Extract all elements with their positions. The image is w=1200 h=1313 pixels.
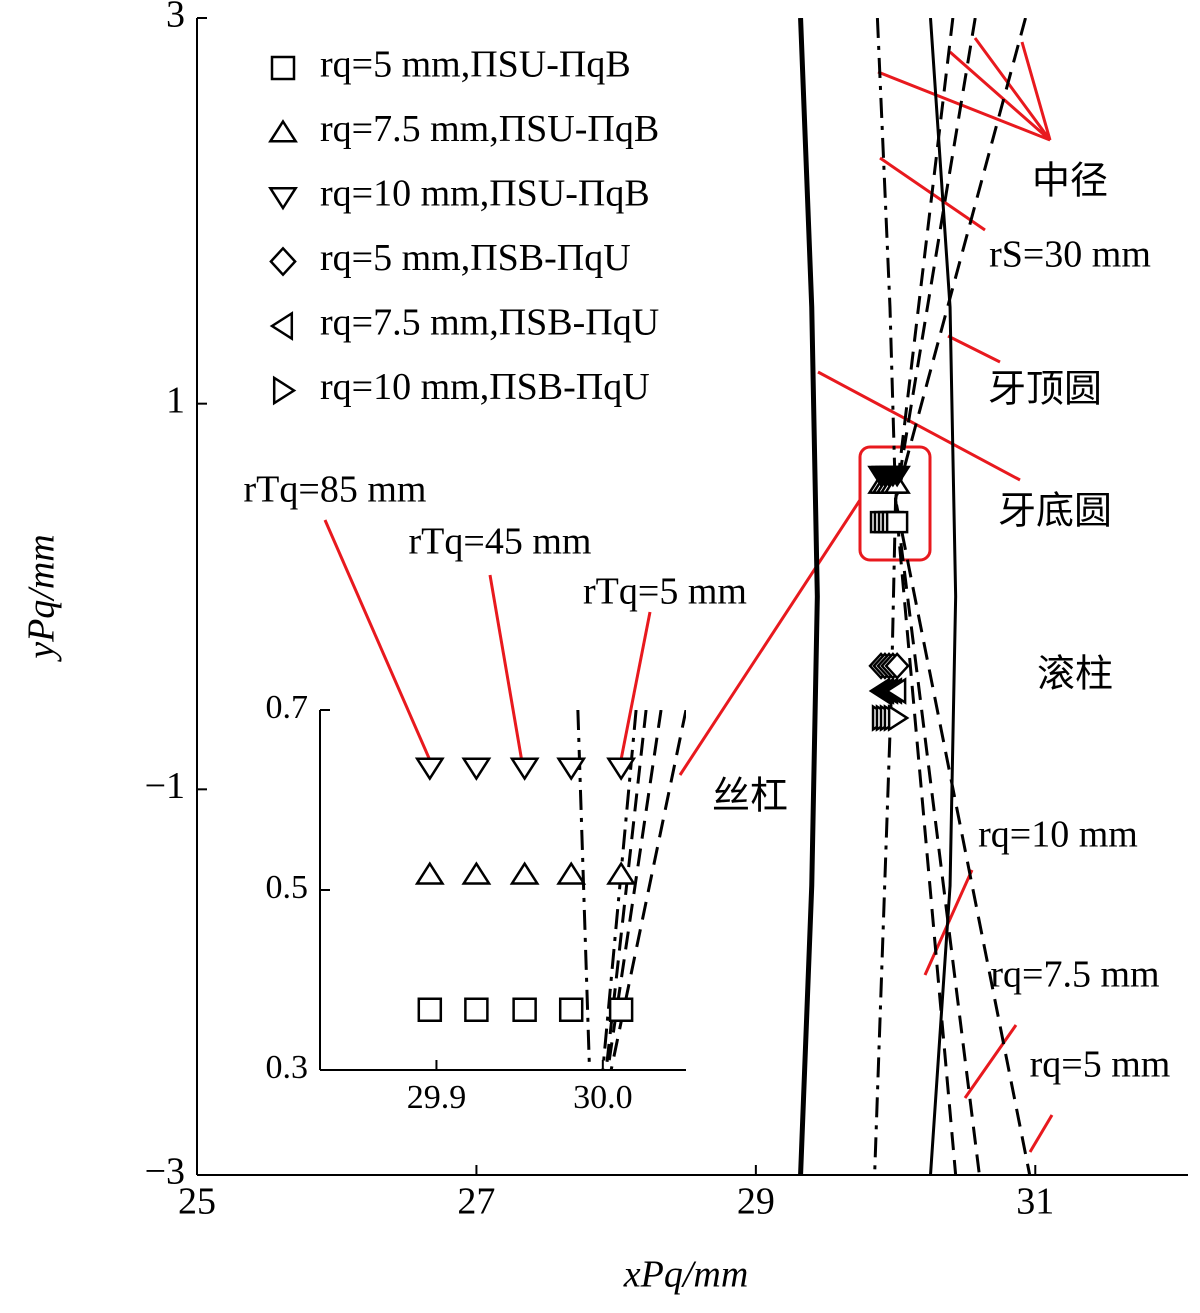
leader-line	[877, 37, 1052, 142]
x-tick-label: 30.0	[573, 1079, 633, 1116]
legend-label: rq=5 mm,ΠSB-ΠqU	[320, 237, 631, 279]
curve	[798, 18, 820, 1175]
annotation: rq=7.5 mm	[990, 954, 1159, 996]
marker	[509, 861, 540, 885]
y-tick-label: −1	[145, 765, 185, 807]
marker	[608, 997, 634, 1022]
legend-marker	[268, 186, 298, 211]
curve	[929, 18, 958, 1175]
annotation: 牙底圆	[998, 491, 1112, 533]
legend-label: rq=7.5 mm,ΠSB-ΠqU	[320, 302, 659, 344]
x-tick-label: 27	[457, 1181, 495, 1223]
plot-area	[414, 710, 686, 1070]
leader-line	[1028, 1114, 1054, 1153]
annotation: 丝杠	[712, 776, 788, 818]
annotation: rTq=85 mm	[244, 469, 427, 511]
leader-line	[947, 334, 1001, 364]
marker	[461, 861, 492, 885]
curve	[606, 710, 663, 1070]
leader-line	[488, 574, 524, 763]
legend-label: rq=5 mm,ΠSU-ΠqB	[320, 44, 631, 86]
curve	[873, 18, 898, 1175]
marker	[414, 861, 445, 885]
marker	[606, 861, 637, 885]
legend-marker	[269, 246, 297, 277]
annotation: rq=10 mm	[978, 814, 1138, 856]
marker	[884, 652, 910, 680]
leader-line	[963, 1024, 1018, 1099]
leader-line	[678, 499, 862, 776]
curve	[894, 18, 1032, 1175]
leader-line	[817, 370, 1021, 482]
plot-area	[798, 18, 1032, 1175]
leader-line	[323, 519, 434, 766]
annotation: rS=30 mm	[989, 234, 1151, 276]
curve	[604, 710, 648, 1070]
y-axis-label: yPq/mm	[21, 534, 63, 663]
marker	[556, 757, 587, 781]
x-tick-label: 29.9	[407, 1079, 467, 1116]
annotation: rq=5 mm	[1030, 1044, 1171, 1086]
marker	[464, 997, 489, 1022]
y-tick-label: 0.3	[266, 1049, 309, 1086]
y-tick-label: 1	[166, 379, 185, 421]
x-tick-label: 25	[178, 1181, 216, 1223]
legend-marker	[272, 375, 297, 406]
marker	[606, 757, 637, 781]
annotation: rTq=5 mm	[583, 571, 747, 613]
marker	[509, 757, 540, 781]
y-tick-label: 0.5	[266, 869, 309, 906]
curve	[609, 710, 686, 1070]
y-tick-label: 0.7	[266, 689, 309, 726]
marker	[558, 997, 584, 1022]
leader-line	[618, 611, 652, 766]
annotation: 滚柱	[1037, 654, 1113, 696]
x-tick-label: 29	[737, 1181, 775, 1223]
x-axis-label: xPq/mm	[623, 1254, 749, 1296]
marker	[883, 465, 911, 488]
marker	[887, 704, 910, 732]
y-tick-label: 3	[166, 0, 185, 36]
curve	[894, 18, 981, 1175]
legend-label: rq=10 mm,ΠSU-ΠqB	[320, 173, 650, 215]
y-tick-label: −3	[145, 1151, 185, 1193]
annotation: 牙顶圆	[988, 369, 1102, 411]
legend-marker	[268, 119, 298, 143]
marker	[884, 677, 907, 705]
legend-label: rq=7.5 mm,ΠSU-ΠqB	[320, 108, 659, 150]
marker	[417, 997, 443, 1022]
marker	[885, 510, 909, 534]
marker	[512, 997, 537, 1022]
legend-marker	[269, 311, 294, 341]
marker	[461, 757, 492, 781]
marker	[556, 861, 587, 885]
legend-marker	[270, 55, 296, 81]
x-tick-label: 31	[1016, 1181, 1054, 1223]
annotation: 中径	[1032, 161, 1108, 203]
annotation: rTq=45 mm	[409, 521, 592, 563]
marker	[414, 757, 445, 781]
legend-label: rq=10 mm,ΠSB-ΠqU	[320, 366, 650, 408]
